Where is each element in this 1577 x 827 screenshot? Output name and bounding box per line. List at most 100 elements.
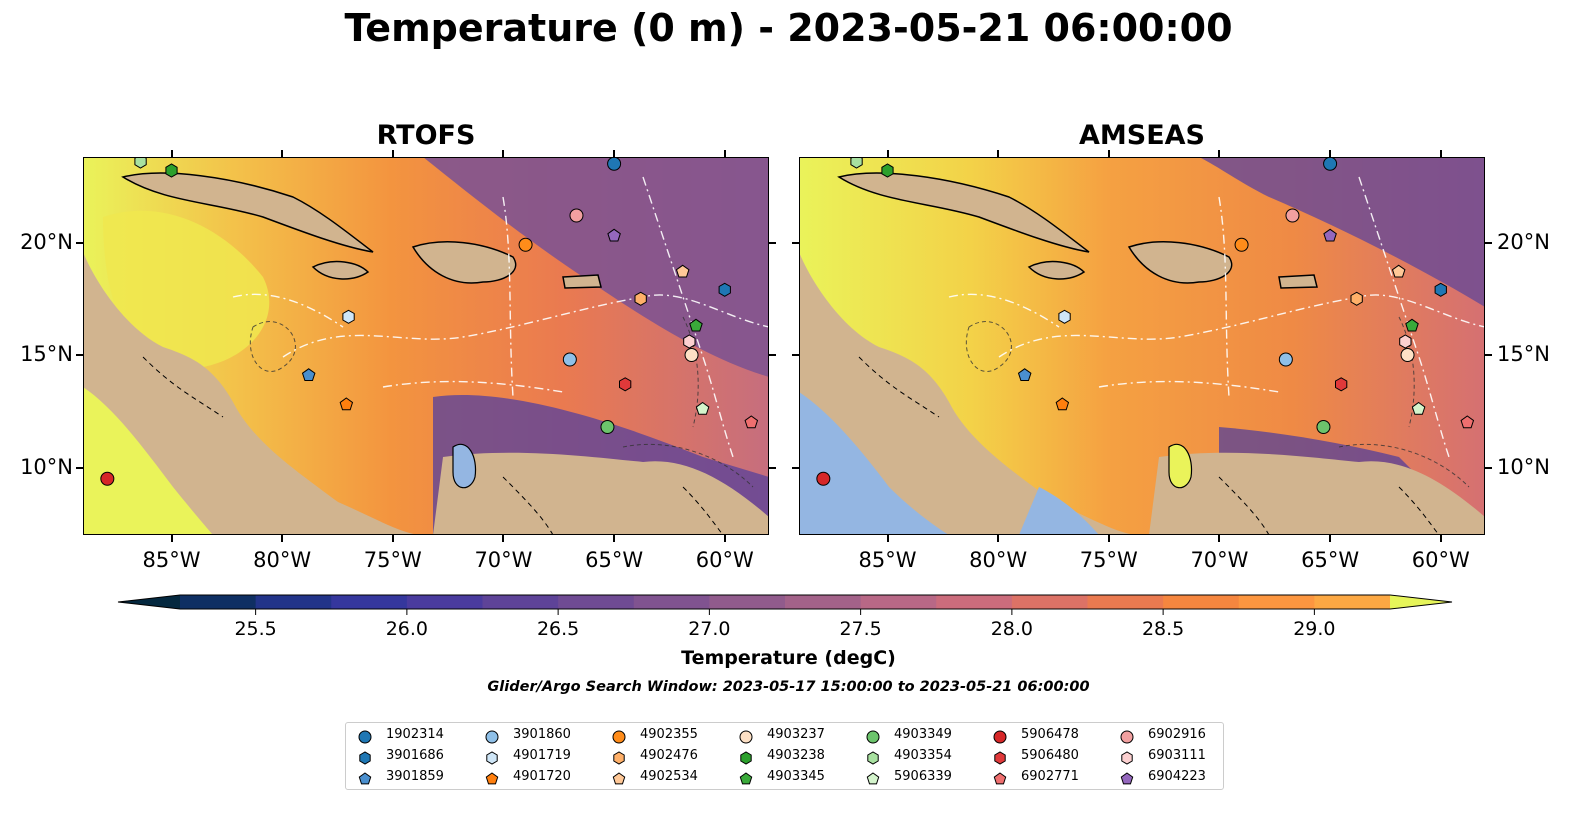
axis-tick-mark [1107, 535, 1110, 542]
platform-marker-4902355 [518, 237, 533, 252]
lat-tick-label: 15°N [20, 342, 73, 366]
platform-marker-4902476 [634, 291, 647, 306]
platform-marker-4902476 [1350, 291, 1363, 306]
pentagon-marker-icon [485, 772, 499, 785]
legend-item-label: 4903354 [894, 748, 952, 763]
axis-tick-mark [170, 150, 173, 157]
platform-marker-4903345 [689, 318, 703, 332]
lon-tick-label: 85°W [142, 548, 201, 572]
circle-marker-icon [739, 730, 753, 744]
axis-tick-mark [76, 241, 83, 244]
axis-tick-mark [723, 150, 726, 157]
platform-marker-4901719 [1058, 309, 1071, 324]
colorbar-cell [255, 595, 332, 609]
platform-marker-6902916 [569, 208, 584, 223]
axis-tick-mark [613, 535, 616, 542]
axis-tick-mark [281, 535, 284, 542]
platform-marker-6902771 [744, 415, 759, 429]
axis-tick-mark [1485, 241, 1492, 244]
rtofs-map-panel [83, 154, 770, 536]
lon-tick-label: 70°W [1190, 548, 1249, 572]
axis-tick-mark [1485, 466, 1492, 469]
platform-marker-4903349 [1316, 420, 1331, 434]
axis-tick-mark [997, 535, 1000, 542]
colorbar-extend-high [1390, 595, 1452, 609]
colorbar [117, 594, 1453, 615]
pentagon-marker-icon [866, 772, 880, 785]
axis-tick-mark [886, 535, 889, 542]
legend-item-label: 6902916 [1148, 727, 1206, 742]
colorbar-cell [180, 595, 257, 609]
circle-marker-icon [1120, 730, 1134, 744]
legend-item-label: 4903238 [767, 748, 825, 763]
axis-tick-mark [170, 535, 173, 542]
hexagon-marker-icon [740, 751, 752, 765]
colorbar-cell [1011, 595, 1088, 609]
platform-marker-4901720 [1055, 397, 1070, 411]
axis-tick-mark [1329, 535, 1332, 542]
lat-tick-label: 15°N [1497, 342, 1550, 366]
axis-tick-mark [997, 150, 1000, 157]
panel-title-rtofs: RTOFS [376, 120, 476, 151]
colorbar-cell [633, 595, 710, 609]
axis-tick-mark [502, 535, 505, 542]
pentagon-marker-icon [739, 772, 753, 785]
platform-marker-5906339 [695, 401, 710, 415]
axis-tick-mark [1439, 535, 1442, 542]
pentagon-marker-icon [358, 772, 372, 785]
lon-tick-label: 70°W [474, 548, 533, 572]
axis-tick-mark [502, 150, 505, 157]
platform-marker-3901859 [1017, 368, 1032, 381]
circle-marker-icon [612, 730, 626, 744]
platform-marker-4901719 [342, 309, 355, 324]
lon-tick-label: 85°W [858, 548, 917, 572]
axis-tick-mark [769, 466, 776, 469]
legend-item-label: 4902476 [640, 748, 698, 763]
axis-tick-mark [792, 466, 799, 469]
platform-marker-4901720 [339, 397, 354, 411]
axis-tick-mark [792, 241, 799, 244]
platform-marker-5906478 [100, 471, 115, 486]
lon-tick-label: 60°W [695, 548, 754, 572]
lon-tick-label: 75°W [363, 548, 422, 572]
axis-tick-mark [613, 150, 616, 157]
colorbar-tick-label: 28.0 [990, 618, 1034, 640]
hexagon-marker-icon [1121, 751, 1133, 765]
lat-tick-label: 20°N [20, 229, 73, 254]
platform-marker-4903238 [881, 163, 894, 178]
colorbar-cell [709, 595, 786, 609]
lon-tick-label: 65°W [1301, 548, 1360, 572]
axis-tick-mark [769, 241, 776, 244]
circle-marker-icon [866, 730, 880, 744]
lat-tick-label: 20°N [1497, 229, 1550, 254]
pentagon-marker-icon [993, 772, 1007, 785]
legend-item-label: 6902771 [1021, 769, 1079, 784]
platform-marker-4903354 [850, 154, 863, 169]
platform-marker-4903237 [684, 348, 699, 362]
colorbar-cell [1163, 595, 1240, 609]
axis-tick-mark [391, 535, 394, 542]
rtofs-map [83, 154, 770, 536]
axis-tick-mark [1485, 354, 1492, 356]
axis-tick-mark [1439, 150, 1442, 157]
platform-marker-5906478 [816, 471, 831, 486]
legend-item-label: 4903345 [767, 769, 825, 784]
colorbar-tick-label: 29.0 [1293, 618, 1336, 640]
search-window-caption: Glider/Argo Search Window: 2023-05-17 15… [487, 679, 1090, 695]
circle-marker-icon [358, 730, 372, 744]
platform-marker-4903345 [1405, 318, 1419, 332]
platform-marker-3901686 [718, 282, 731, 297]
colorbar-tick-label: 26.5 [536, 618, 580, 640]
colorbar-cell [860, 595, 937, 609]
colorbar-label: Temperature (degC) [681, 647, 896, 669]
colorbar-cell [1314, 595, 1391, 609]
platform-marker-5906480 [1335, 377, 1348, 392]
legend-item-label: 3901859 [386, 769, 444, 784]
platform-marker-6904223 [1323, 228, 1337, 242]
platform-marker-6902771 [1460, 415, 1475, 429]
lat-tick-label: 10°N [1497, 454, 1550, 479]
legend-item-label: 4902534 [640, 769, 698, 784]
legend-item-label: 6903111 [1148, 748, 1206, 763]
colorbar-tick-label: 28.5 [1141, 618, 1185, 640]
colorbar-cell [1087, 595, 1164, 609]
